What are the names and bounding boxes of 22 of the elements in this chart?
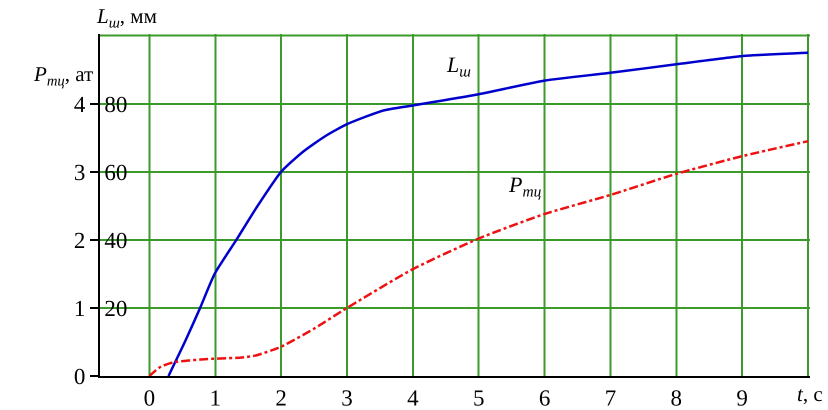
x-tick-label: 6 bbox=[538, 386, 550, 410]
y2-axis-title: P$_{тц}$, ат bbox=[33, 62, 94, 90]
y2-tick-label: 3 bbox=[74, 160, 86, 185]
x-axis-title: t, c bbox=[797, 382, 823, 406]
x-tick-label: 5 bbox=[472, 386, 484, 410]
x-tick-label: 4 bbox=[407, 386, 420, 410]
x-tick-label: 7 bbox=[604, 386, 616, 410]
x-tick-label: 1 bbox=[210, 386, 222, 410]
y2-tick-label: 2 bbox=[74, 228, 86, 253]
y2-tick-label: 4 bbox=[74, 92, 86, 117]
y-axis-title: L$_{ш}$, мм bbox=[96, 4, 157, 32]
x-tick-label: 2 bbox=[275, 386, 287, 410]
line-series bbox=[167, 51, 810, 376]
y2-tick-label: 0 bbox=[74, 364, 86, 390]
series-label: P$_{тц}$ bbox=[508, 172, 542, 201]
x-tick-label: 8 bbox=[670, 386, 682, 410]
line-series bbox=[148, 140, 810, 376]
series-label: L$_{ш}$ bbox=[446, 52, 472, 81]
y2-tick-label: 1 bbox=[74, 296, 86, 321]
x-tick-label: 3 bbox=[341, 386, 353, 410]
x-tick-label: 0 bbox=[144, 386, 156, 410]
x-tick-label: 9 bbox=[736, 386, 748, 410]
